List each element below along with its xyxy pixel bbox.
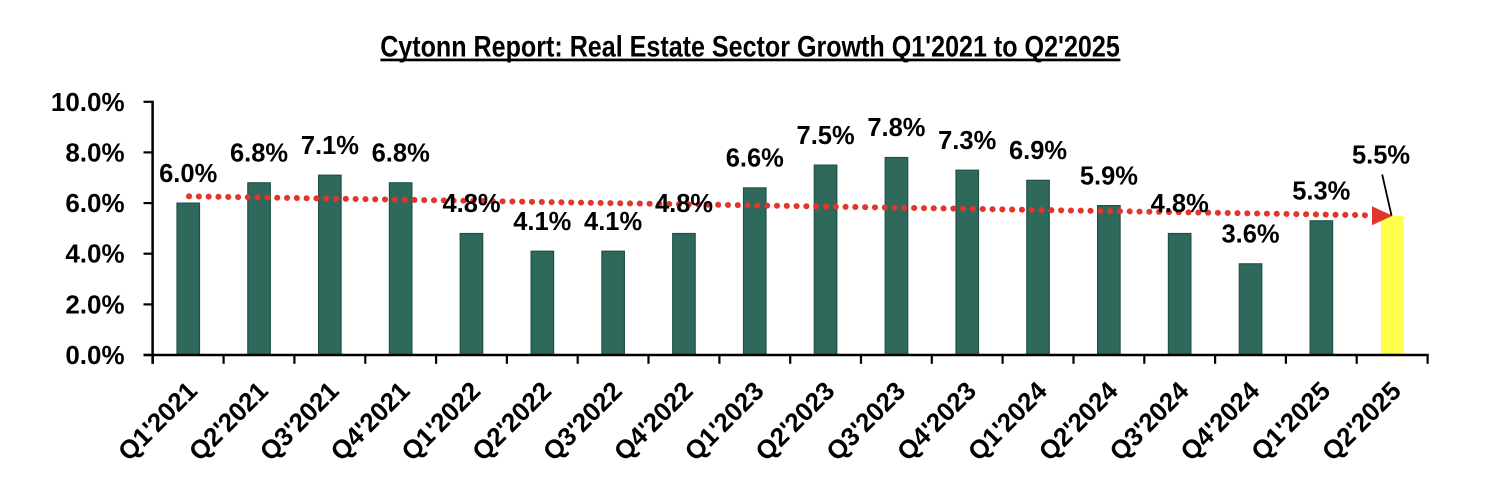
svg-text:6.0%: 6.0% (159, 160, 217, 188)
svg-text:5.9%: 5.9% (1080, 162, 1138, 190)
svg-text:4.8%: 4.8% (442, 190, 500, 218)
svg-text:5.3%: 5.3% (1292, 178, 1350, 206)
svg-text:8.0%: 8.0% (65, 137, 124, 167)
svg-text:7.8%: 7.8% (867, 114, 925, 142)
svg-text:7.5%: 7.5% (797, 122, 855, 150)
svg-text:Cytonn Report: Real Estate Sec: Cytonn Report: Real Estate Sector Growth… (380, 30, 1120, 63)
svg-text:6.8%: 6.8% (372, 140, 430, 168)
svg-text:4.0%: 4.0% (65, 239, 124, 269)
svg-text:4.8%: 4.8% (655, 190, 713, 218)
svg-text:6.9%: 6.9% (1009, 137, 1067, 165)
svg-text:4.1%: 4.1% (584, 208, 642, 236)
svg-text:2.0%: 2.0% (65, 289, 124, 319)
svg-text:4.1%: 4.1% (513, 208, 571, 236)
svg-text:5.5%: 5.5% (1352, 142, 1410, 170)
svg-text:6.6%: 6.6% (726, 145, 784, 173)
svg-text:6.8%: 6.8% (230, 140, 288, 168)
svg-text:7.1%: 7.1% (301, 132, 359, 160)
svg-text:Q2'2025: Q2'2025 (1316, 376, 1407, 467)
svg-text:0.0%: 0.0% (65, 340, 124, 370)
svg-text:10.0%: 10.0% (51, 87, 125, 117)
svg-text:3.6%: 3.6% (1221, 221, 1279, 249)
svg-text:4.8%: 4.8% (1151, 190, 1209, 218)
svg-text:6.0%: 6.0% (65, 188, 124, 218)
svg-text:7.3%: 7.3% (938, 127, 996, 155)
